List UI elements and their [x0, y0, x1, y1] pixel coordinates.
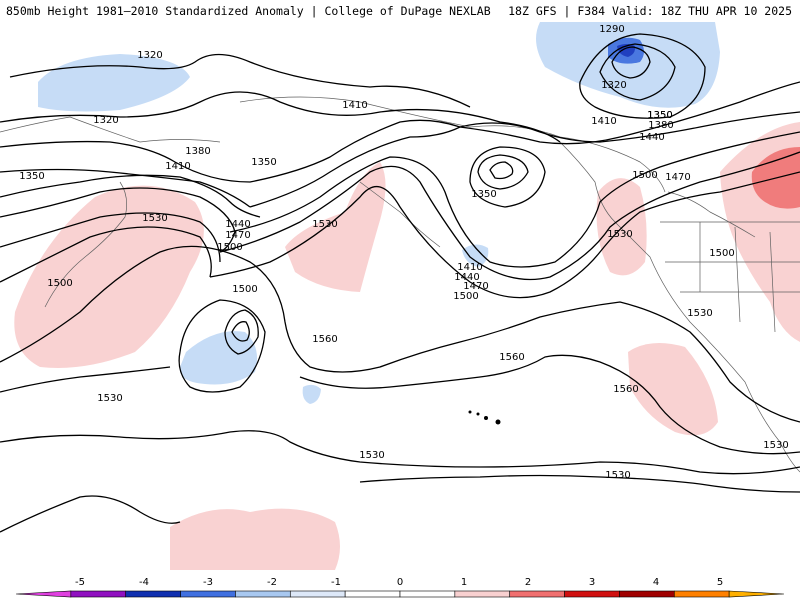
map-title: 850mb Height 1981–2010 Standardized Anom…	[6, 4, 491, 18]
contour-label: 1530	[97, 393, 122, 404]
colorbar-tick-label: 0	[397, 577, 403, 588]
colorbar-ticks: -5 -4 -3 -2 -1 0 1 2 3 4 5	[75, 577, 723, 588]
colorbar-segment	[673, 590, 730, 598]
colorbar-tick-label: 2	[525, 577, 531, 588]
contour-label: 1380	[185, 146, 210, 157]
contour-label: 1560	[613, 384, 638, 395]
coastlines	[0, 96, 800, 473]
colorbar-segment	[509, 590, 565, 598]
colorbar: -5 -4 -3 -2 -1 0 1 2 3 4 5	[0, 571, 800, 600]
colorbar-tick-label: 4	[653, 577, 659, 588]
contour-label: 1290	[599, 24, 624, 35]
colorbar-segment	[564, 590, 620, 598]
colorbar-segment	[70, 590, 127, 598]
height-contours	[0, 33, 800, 533]
colorbar-segment	[344, 590, 401, 598]
neg-anomaly-small1	[462, 244, 489, 267]
contour-label: 1410	[165, 161, 190, 172]
colorbar-segment	[454, 590, 511, 598]
contour-label: 1440	[454, 272, 479, 283]
colorbar-segment	[180, 590, 236, 598]
colorbar-segment	[728, 590, 785, 598]
contour-label: 1410	[457, 262, 482, 273]
contour-label: 1410	[591, 116, 616, 127]
contour-label: 1410	[342, 100, 367, 111]
colorbar-segments	[15, 590, 785, 598]
contour-label: 1530	[312, 219, 337, 230]
pos-anomaly-hawaii-east	[628, 343, 718, 436]
contour-label: 1350	[471, 189, 496, 200]
colorbar-segment	[125, 590, 181, 598]
contour-label: 1500	[632, 170, 657, 181]
contour-label: 1500	[453, 291, 478, 302]
contour-label: 1470	[665, 172, 690, 183]
contour-label: 1350	[647, 110, 672, 121]
colorbar-tick-label: 1	[461, 577, 467, 588]
contour-label: 1530	[687, 308, 712, 319]
colorbar-tick-label: -1	[331, 577, 341, 588]
contour-label: 1560	[499, 352, 524, 363]
contour-label: 1470	[463, 281, 488, 292]
colorbar-segment	[289, 590, 346, 598]
colorbar-segment	[15, 590, 72, 598]
contour-label: 1380	[648, 120, 673, 131]
contour-label: 1350	[251, 157, 276, 168]
colorbar-tick-label: -3	[203, 577, 213, 588]
contour-label: 1530	[142, 213, 167, 224]
pos-anomaly-west	[14, 185, 204, 368]
contour-label: 1350	[19, 171, 44, 182]
hawaii-islands	[468, 410, 501, 425]
contour-label: 1470	[225, 230, 250, 241]
neg-anomaly-small2	[302, 384, 321, 404]
colorbar-tick-label: -5	[75, 577, 85, 588]
contour-labels: 1320 1320 1290 1320 1410 1350 1350 1380 …	[19, 24, 788, 481]
contour-label: 1320	[601, 80, 626, 91]
contour-label: 1440	[639, 132, 664, 143]
neg-anomaly-midpac	[179, 331, 258, 385]
contour-label: 1530	[359, 450, 384, 461]
pos-anomaly-central	[285, 162, 386, 292]
contour-label: 1500	[232, 284, 257, 295]
contour-label: 1530	[607, 229, 632, 240]
contour-label: 1440	[225, 219, 250, 230]
contour-label: 1530	[763, 440, 788, 451]
contour-label: 1320	[93, 115, 118, 126]
map-header: 850mb Height 1981–2010 Standardized Anom…	[0, 0, 800, 22]
pos-anomaly-coast	[596, 178, 647, 276]
colorbar-segment	[235, 590, 291, 598]
colorbar-tick-label: 5	[717, 577, 723, 588]
colorbar-segment	[399, 590, 456, 598]
contour-label: 1320	[137, 50, 162, 61]
colorbar-segment	[619, 590, 675, 598]
neg-anomaly-alaska	[536, 22, 720, 108]
contour-label: 1530	[605, 470, 630, 481]
contour-label: 1350	[647, 110, 672, 121]
contour-label: 1500	[47, 278, 72, 289]
colorbar-tick-label: 3	[589, 577, 595, 588]
pos-anomaly-south	[170, 508, 340, 570]
colorbar-tick-label: -4	[139, 577, 149, 588]
model-run-info: 18Z GFS | F384 Valid: 18Z THU APR 10 202…	[508, 4, 792, 18]
anomaly-map: 1320 1320 1290 1320 1410 1350 1350 1380 …	[0, 22, 800, 570]
colorbar-tick-label: -2	[267, 577, 277, 588]
contour-label: 1560	[312, 334, 337, 345]
contour-label: 1500	[217, 242, 242, 253]
contour-label: 1500	[709, 248, 734, 259]
anomaly-shading	[14, 22, 800, 570]
